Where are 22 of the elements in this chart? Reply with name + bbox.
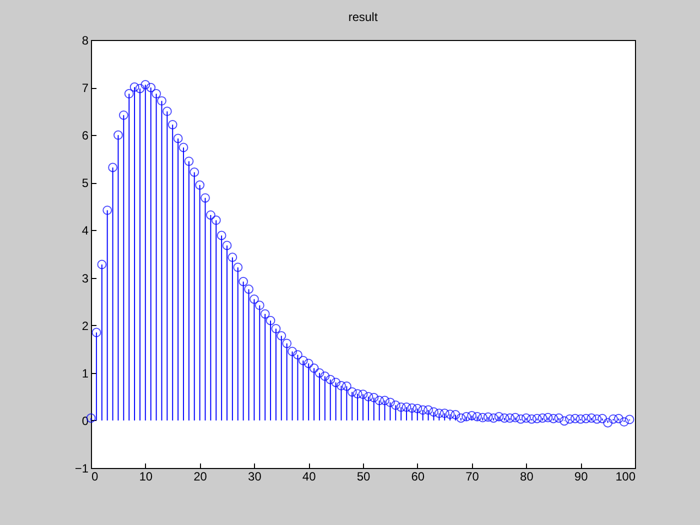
x-tick-label: 50: [356, 470, 370, 484]
y-tick-label: 8: [82, 34, 89, 48]
y-tick-label: 6: [82, 128, 89, 143]
y-tick-label: 0: [82, 414, 89, 428]
x-tick-label: 70: [466, 470, 480, 484]
x-tick-label: 60: [411, 470, 425, 484]
x-tick-label: 80: [520, 470, 534, 484]
y-tick-label: −1: [74, 462, 89, 476]
x-tick-label: 0: [92, 470, 98, 484]
x-tick-label: 100: [615, 470, 636, 484]
x-tick-label: 30: [248, 470, 262, 484]
y-tick-label: 5: [82, 176, 89, 190]
chart-title: result: [348, 10, 378, 24]
x-tick-label: 90: [574, 470, 588, 484]
y-tick-label: 3: [82, 271, 89, 286]
x-tick-label: 20: [194, 470, 208, 484]
x-tick-label: 10: [139, 470, 153, 484]
y-tick-label: 7: [82, 81, 89, 96]
y-tick-label: 2: [82, 318, 89, 333]
y-tick-label: 1: [82, 366, 89, 380]
y-tick-label: 4: [82, 224, 89, 238]
x-tick-label: 40: [302, 470, 316, 484]
